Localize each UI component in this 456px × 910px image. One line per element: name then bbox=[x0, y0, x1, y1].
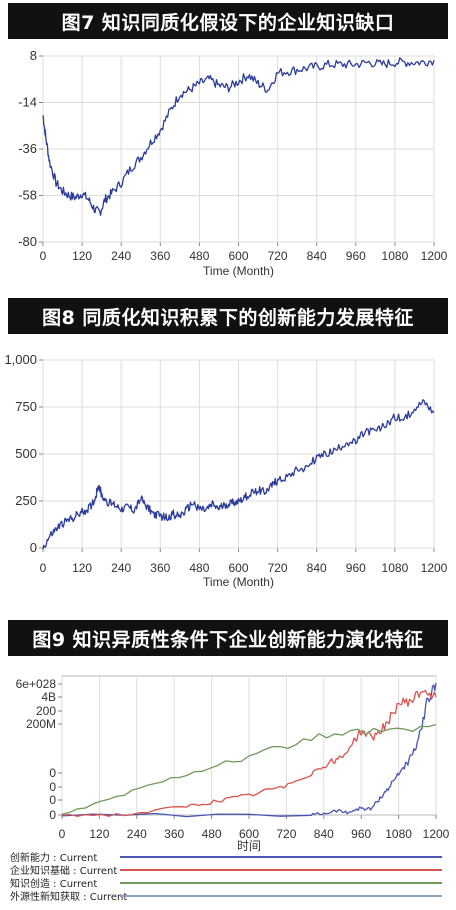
legend-item: 企业知识基础 : Current bbox=[10, 863, 442, 877]
y-tick-label: 8 bbox=[30, 48, 37, 63]
x-tick-label: 0 bbox=[59, 827, 66, 841]
x-tick-label: 360 bbox=[164, 827, 184, 841]
x-axis-label: Time (Month) bbox=[203, 264, 274, 278]
chart3 bbox=[58, 675, 437, 819]
x-tick-label: 480 bbox=[189, 249, 209, 263]
chart2-title: 图8 同质化知识积累下的创新能力发展特征 bbox=[8, 298, 448, 334]
y-tick-label: -58 bbox=[18, 188, 37, 203]
x-tick-label: 840 bbox=[307, 249, 327, 263]
x-tick-label: 960 bbox=[346, 249, 366, 263]
x-tick-label: 960 bbox=[346, 561, 366, 575]
legend-swatch bbox=[120, 868, 442, 871]
y-tick-label: 0 bbox=[49, 808, 56, 822]
x-axis-label: 时间 bbox=[237, 839, 261, 853]
series-line bbox=[61, 689, 437, 817]
x-tick-label: 0 bbox=[40, 249, 47, 263]
y-tick-label: 0 bbox=[30, 540, 37, 555]
legend-label: 知识创造 : Current bbox=[10, 879, 98, 890]
x-tick-label: 720 bbox=[276, 827, 296, 841]
y-tick-label: 250 bbox=[15, 493, 37, 508]
y-tick-label: 200M bbox=[26, 717, 56, 731]
x-tick-label: 120 bbox=[72, 249, 92, 263]
series-line bbox=[42, 399, 435, 550]
legend-swatch bbox=[120, 855, 442, 858]
x-tick-label: 1080 bbox=[385, 827, 412, 841]
chart3-title: 图9 知识异质性条件下企业创新能力演化特征 bbox=[8, 620, 448, 656]
y-tick-label: 500 bbox=[15, 446, 37, 461]
y-tick-label: 6e+028 bbox=[16, 677, 57, 691]
y-tick-label: 0 bbox=[49, 780, 56, 794]
x-tick-label: 1080 bbox=[382, 561, 409, 575]
x-tick-label: 1200 bbox=[421, 561, 448, 575]
x-tick-label: 600 bbox=[228, 561, 248, 575]
y-tick-label: 200 bbox=[36, 704, 56, 718]
x-tick-label: 840 bbox=[314, 827, 334, 841]
y-tick-label: 0 bbox=[49, 766, 56, 780]
x-tick-label: 240 bbox=[127, 827, 147, 841]
legend-swatch bbox=[120, 881, 442, 884]
x-tick-label: 600 bbox=[228, 249, 248, 263]
y-tick-label: 4B bbox=[41, 690, 56, 704]
x-tick-label: 0 bbox=[40, 561, 47, 575]
x-tick-label: 1080 bbox=[382, 249, 409, 263]
x-tick-label: 840 bbox=[307, 561, 327, 575]
legend-item: 外源性新知获取 : Current bbox=[10, 889, 442, 903]
legend-swatch bbox=[120, 894, 442, 897]
x-tick-label: 1200 bbox=[421, 249, 448, 263]
series-line bbox=[61, 682, 437, 818]
x-tick-label: 480 bbox=[189, 561, 209, 575]
legend-label: 创新能力 : Current bbox=[10, 853, 98, 864]
y-tick-label: -14 bbox=[18, 95, 37, 110]
x-tick-label: 360 bbox=[150, 561, 170, 575]
legend-label: 企业知识基础 : Current bbox=[10, 866, 118, 877]
x-tick-label: 720 bbox=[268, 561, 288, 575]
x-tick-label: 120 bbox=[89, 827, 109, 841]
x-tick-label: 600 bbox=[239, 827, 259, 841]
y-tick-label: 0 bbox=[49, 793, 56, 807]
chart1 bbox=[39, 55, 435, 246]
legend-label: 外源性新知获取 : Current bbox=[10, 892, 128, 903]
y-tick-label: 1,000 bbox=[4, 352, 37, 367]
x-tick-label: 240 bbox=[111, 249, 131, 263]
x-tick-label: 480 bbox=[202, 827, 222, 841]
series-line bbox=[42, 57, 435, 216]
x-tick-label: 120 bbox=[72, 561, 92, 575]
series-line bbox=[61, 723, 437, 815]
y-tick-label: -36 bbox=[18, 141, 37, 156]
legend-item: 创新能力 : Current bbox=[10, 850, 442, 864]
y-tick-label: -80 bbox=[18, 234, 37, 249]
x-axis-label: Time (Month) bbox=[203, 575, 274, 589]
x-tick-label: 720 bbox=[268, 249, 288, 263]
x-tick-label: 240 bbox=[111, 561, 131, 575]
y-tick-label: 750 bbox=[15, 399, 37, 414]
legend-item: 知识创造 : Current bbox=[10, 876, 442, 890]
chart1-title: 图7 知识同质化假设下的企业知识缺口 bbox=[8, 3, 448, 39]
x-tick-label: 960 bbox=[351, 827, 371, 841]
x-tick-label: 1200 bbox=[423, 827, 450, 841]
x-tick-label: 360 bbox=[150, 249, 170, 263]
chart2 bbox=[39, 359, 435, 552]
